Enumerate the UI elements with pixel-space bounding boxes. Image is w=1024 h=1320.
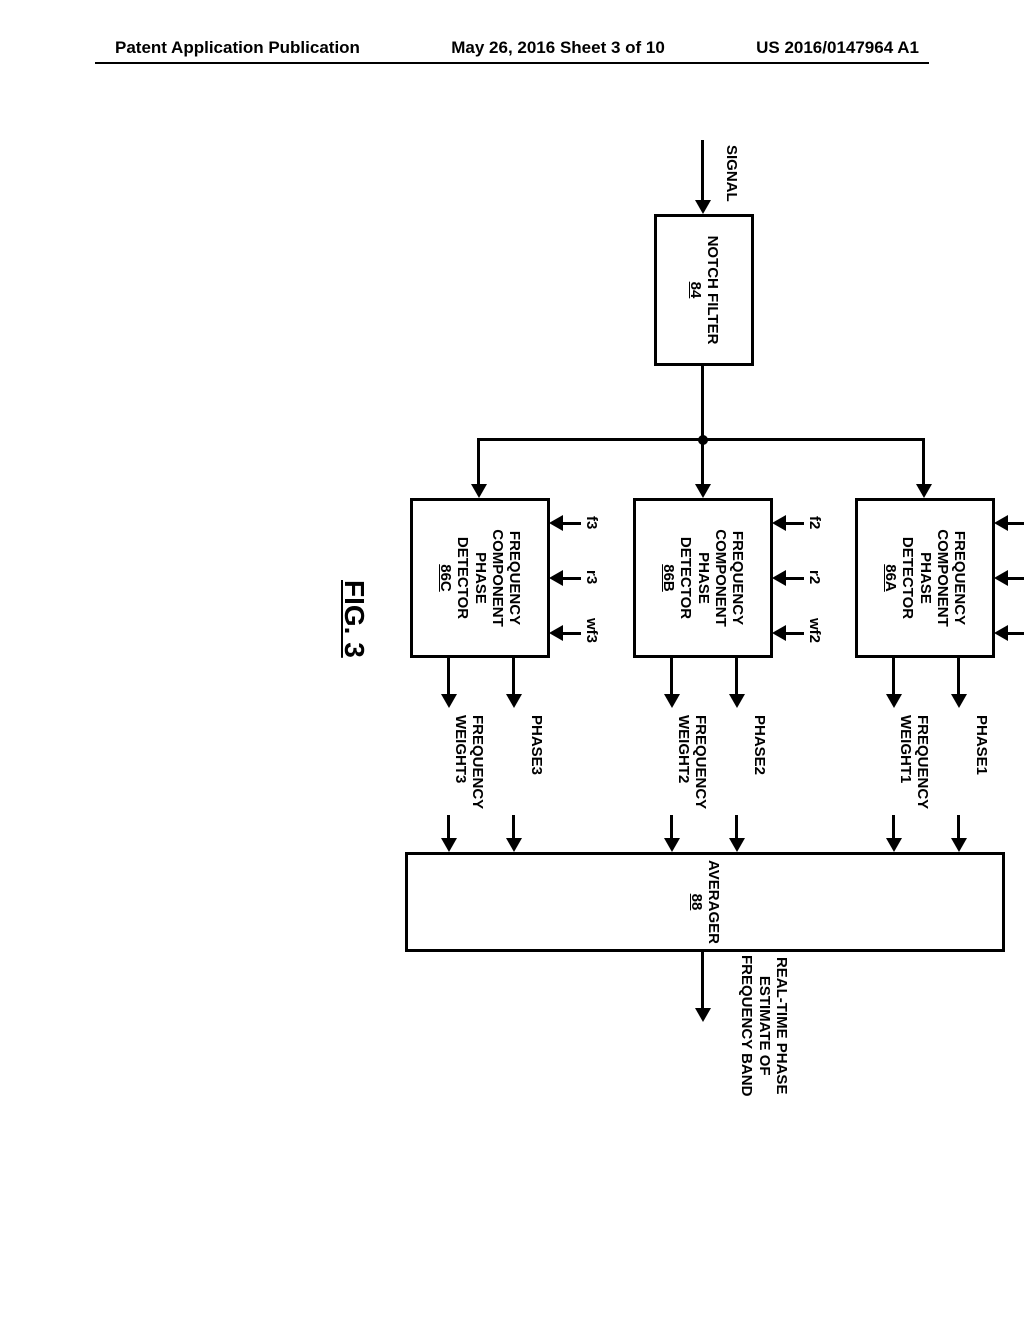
det-c-f-head xyxy=(549,515,563,531)
det-a-weight-line xyxy=(892,658,895,694)
det-c-f-line xyxy=(563,522,581,525)
det-a-r-head xyxy=(994,570,1008,586)
averager-box: AVERAGER 88 xyxy=(405,852,1005,952)
branch-b-line xyxy=(701,438,704,484)
det-a-phase-label: PHASE1 xyxy=(973,715,990,775)
det-a-wf-line xyxy=(1008,632,1024,635)
det-c-weight-label: FREQUENCY WEIGHT3 xyxy=(452,715,485,809)
det-c-wf-line xyxy=(563,632,581,635)
det-c-wf: wf3 xyxy=(583,618,600,643)
averager-ref: 88 xyxy=(688,894,705,911)
det-c-phase-line xyxy=(512,658,515,694)
det-c-r-line xyxy=(563,577,581,580)
detector-b-box: FREQUENCY COMPONENT PHASE DETECTOR 86B xyxy=(633,498,773,658)
det-b-wf-head xyxy=(772,625,786,641)
avg-in-b1 xyxy=(735,815,738,838)
det-a-r-line xyxy=(1008,577,1024,580)
detector-b-ref: 86B xyxy=(660,564,677,592)
det-a-weight-head xyxy=(886,694,902,708)
det-b-r: r2 xyxy=(806,570,823,584)
branch-b-head xyxy=(695,484,711,498)
branch-c-line xyxy=(477,438,480,484)
det-b-wf-line xyxy=(786,632,804,635)
det-a-wf-head xyxy=(994,625,1008,641)
notch-filter-box: NOTCH FILTER 84 xyxy=(654,214,754,366)
detector-c-box: FREQUENCY COMPONENT PHASE DETECTOR 86C xyxy=(410,498,550,658)
branch-a-head xyxy=(916,484,932,498)
notch-filter-ref: 84 xyxy=(687,282,704,299)
det-c-phase-head xyxy=(506,694,522,708)
output-label: REAL-TIME PHASE ESTIMATE OF FREQUENCY BA… xyxy=(738,955,790,1096)
avg-in-a1-h xyxy=(951,838,967,852)
detector-a-ref: 86A xyxy=(882,564,899,592)
det-b-r-head xyxy=(772,570,786,586)
signal-arrow-head xyxy=(695,200,711,214)
header-right: US 2016/0147964 A1 xyxy=(756,38,919,58)
detector-c-title: FREQUENCY COMPONENT PHASE DETECTOR xyxy=(454,529,523,627)
page-header: Patent Application Publication May 26, 2… xyxy=(0,38,1024,58)
avg-out-head xyxy=(695,1008,711,1022)
branch-a-line xyxy=(922,438,925,484)
avg-in-a2 xyxy=(892,815,895,838)
avg-in-c1-h xyxy=(506,838,522,852)
det-b-f-line xyxy=(786,522,804,525)
nf-out-line xyxy=(701,366,704,440)
det-a-weight-label: FREQUENCY WEIGHT1 xyxy=(897,715,930,809)
detector-b-title: FREQUENCY COMPONENT PHASE DETECTOR xyxy=(677,529,746,627)
detector-c-ref: 86C xyxy=(437,564,454,592)
det-b-phase-head xyxy=(729,694,745,708)
det-b-weight-line xyxy=(670,658,673,694)
det-b-phase-line xyxy=(735,658,738,694)
header-left: Patent Application Publication xyxy=(115,38,360,58)
det-c-r-head xyxy=(549,570,563,586)
avg-in-b2 xyxy=(670,815,673,838)
det-b-r-line xyxy=(786,577,804,580)
branch-c-head xyxy=(471,484,487,498)
det-b-f-head xyxy=(772,515,786,531)
det-a-f-head xyxy=(994,515,1008,531)
det-c-wf-head xyxy=(549,625,563,641)
det-b-wf: wf2 xyxy=(806,618,823,643)
notch-filter-title: NOTCH FILTER xyxy=(704,236,721,345)
block-diagram: 78 SIGNAL NOTCH FILTER 84 FREQUENCY COMP… xyxy=(330,140,1024,1120)
avg-in-c1 xyxy=(512,815,515,838)
det-b-weight-label: FREQUENCY WEIGHT2 xyxy=(675,715,708,809)
callout-curve xyxy=(1020,920,1024,1010)
signal-label: SIGNAL xyxy=(723,145,740,202)
det-a-phase-head xyxy=(951,694,967,708)
avg-out-line xyxy=(701,952,704,1008)
det-c-weight-line xyxy=(447,658,450,694)
averager-title: AVERAGER xyxy=(705,860,722,944)
det-c-phase-label: PHASE3 xyxy=(528,715,545,775)
det-a-phase-line xyxy=(957,658,960,694)
avg-in-c2 xyxy=(447,815,450,838)
det-a-f-line xyxy=(1008,522,1024,525)
avg-in-c2-h xyxy=(441,838,457,852)
figure-label: FIG. 3 xyxy=(338,580,370,658)
det-b-weight-head xyxy=(664,694,680,708)
signal-arrow-line xyxy=(701,140,704,200)
det-c-f: f3 xyxy=(583,516,600,529)
detector-a-title: FREQUENCY COMPONENT PHASE DETECTOR xyxy=(899,529,968,627)
avg-in-b2-h xyxy=(664,838,680,852)
det-b-f: f2 xyxy=(806,516,823,529)
avg-in-b1-h xyxy=(729,838,745,852)
diagram-viewport: 78 SIGNAL NOTCH FILTER 84 FREQUENCY COMP… xyxy=(330,140,1024,1120)
header-center: May 26, 2016 Sheet 3 of 10 xyxy=(451,38,665,58)
header-rule xyxy=(95,62,929,64)
det-c-weight-head xyxy=(441,694,457,708)
det-b-phase-label: PHASE2 xyxy=(751,715,768,775)
avg-in-a1 xyxy=(957,815,960,838)
det-c-r: r3 xyxy=(583,570,600,584)
detector-a-box: FREQUENCY COMPONENT PHASE DETECTOR 86A xyxy=(855,498,995,658)
avg-in-a2-h xyxy=(886,838,902,852)
